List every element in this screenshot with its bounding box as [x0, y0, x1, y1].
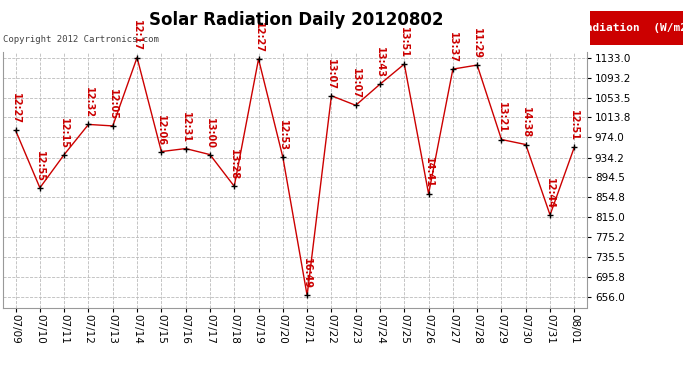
Text: 12:06: 12:06 [157, 114, 166, 146]
Text: 16:49: 16:49 [302, 258, 312, 290]
Text: 13:07: 13:07 [351, 68, 361, 99]
Text: 12:55: 12:55 [35, 151, 45, 182]
Text: 12:15: 12:15 [59, 118, 69, 148]
Text: 13:51: 13:51 [400, 27, 409, 58]
Text: 13:00: 13:00 [205, 118, 215, 148]
Text: 12:44: 12:44 [545, 178, 555, 209]
Text: 13:43: 13:43 [375, 47, 385, 78]
Text: 13:37: 13:37 [448, 32, 458, 63]
Text: 12:05: 12:05 [108, 89, 118, 120]
Text: 12:53: 12:53 [278, 120, 288, 151]
Text: 13:21: 13:21 [497, 102, 506, 134]
Text: 11:29: 11:29 [472, 28, 482, 59]
Text: 12:32: 12:32 [83, 87, 93, 118]
Text: Radiation  (W/m2): Radiation (W/m2) [579, 23, 690, 33]
Text: Solar Radiation Daily 20120802: Solar Radiation Daily 20120802 [150, 11, 444, 29]
Text: 14:41: 14:41 [424, 157, 433, 188]
Text: 12:31: 12:31 [181, 111, 190, 142]
Text: Copyright 2012 Cartronics.com: Copyright 2012 Cartronics.com [3, 34, 159, 44]
Text: 13:07: 13:07 [326, 59, 337, 90]
Text: 13:28: 13:28 [229, 149, 239, 180]
Text: 14:38: 14:38 [521, 107, 531, 138]
Text: 12:17: 12:17 [132, 21, 142, 51]
Text: 12:27: 12:27 [253, 22, 264, 53]
Text: 12:27: 12:27 [10, 93, 21, 124]
Text: 12:51: 12:51 [569, 110, 580, 141]
